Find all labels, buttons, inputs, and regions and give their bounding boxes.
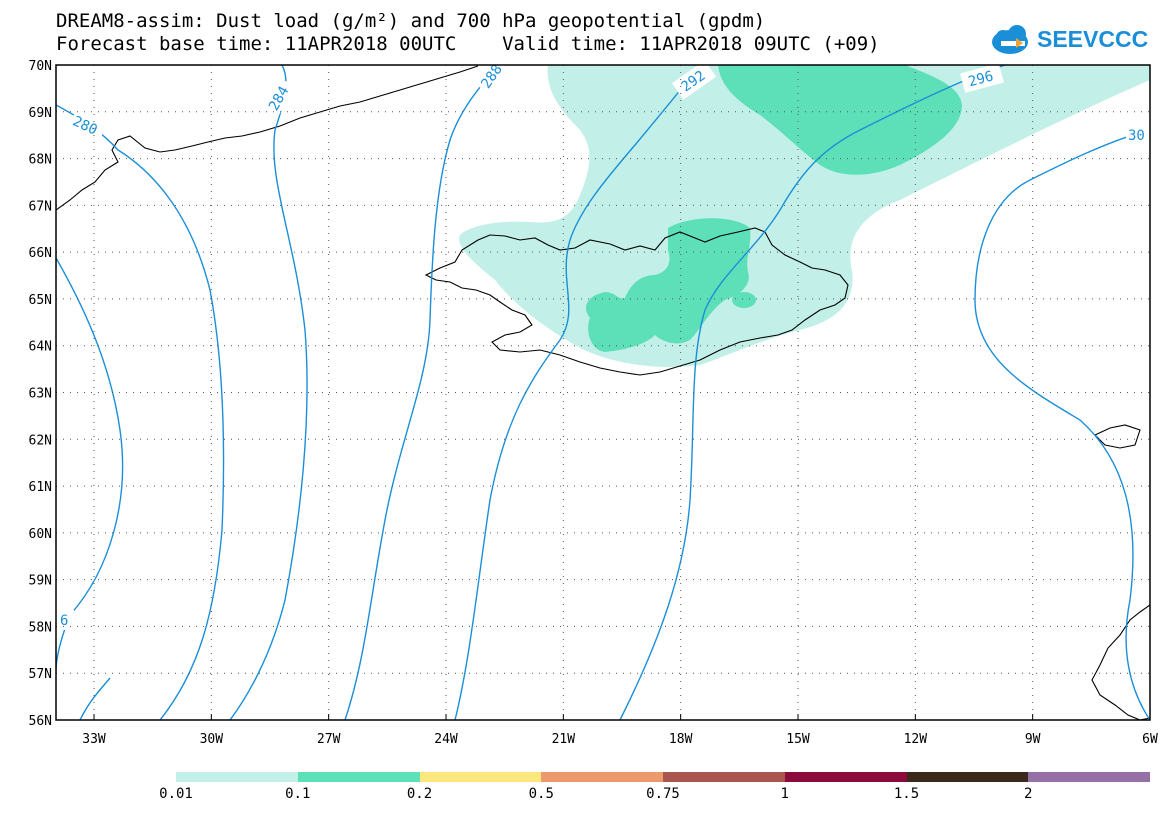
legend-label: 1 xyxy=(780,786,789,802)
contour-label-276: 6 xyxy=(60,613,68,629)
contour-280 xyxy=(56,104,225,720)
legend-swatch xyxy=(297,772,420,782)
cloud-icon xyxy=(992,25,1028,54)
contour-292 xyxy=(454,65,701,720)
contour-288 xyxy=(344,65,501,720)
contour-label-300: 30 xyxy=(1128,128,1145,144)
logo-text: SEEVCCC xyxy=(1037,26,1149,52)
longitude-label: 30W xyxy=(200,732,224,747)
dust-area-medium-north xyxy=(718,65,962,175)
latitude-label: 70N xyxy=(29,59,52,74)
contour-276b xyxy=(79,677,111,720)
latitude-label: 64N xyxy=(29,340,52,355)
graticule xyxy=(56,65,1151,720)
longitude-label: 18W xyxy=(669,732,693,747)
longitude-label: 9W xyxy=(1025,732,1041,747)
latitude-label: 59N xyxy=(29,574,52,589)
latitude-label: 66N xyxy=(29,246,52,261)
legend-label: 0.5 xyxy=(528,786,554,802)
legend-swatch xyxy=(541,772,663,782)
latitude-label: 63N xyxy=(29,387,52,402)
contour-296 xyxy=(619,65,1006,720)
greenland-coastline xyxy=(56,65,479,211)
longitude-labels: 33W 30W 27W 24W 21W 18W 15W 12W 9W 6W xyxy=(82,732,1158,747)
legend-label: 0.2 xyxy=(406,786,433,802)
legend-swatch xyxy=(784,772,907,782)
latitude-label: 69N xyxy=(29,106,52,121)
latitude-label: 65N xyxy=(29,293,52,308)
latitude-label: 61N xyxy=(29,480,52,495)
longitude-label: 33W xyxy=(82,732,106,747)
legend-label: 0.01 xyxy=(159,786,193,802)
chart-title-line1: DREAM8-assim: Dust load (g/m²) and 700 h… xyxy=(56,10,766,32)
dust-map: 280 284 288 292 296 30 6 70N69N68N67N66N… xyxy=(29,59,1158,747)
latitude-label: 68N xyxy=(29,153,52,168)
longitude-label: 27W xyxy=(317,732,341,747)
longitude-label: 12W xyxy=(904,732,928,747)
chart-title-line2: Forecast base time: 11APR2018 00UTC Vali… xyxy=(56,33,880,55)
dust-area-medium-east xyxy=(732,292,756,308)
latitude-label: 58N xyxy=(29,620,52,635)
latitude-label: 57N xyxy=(29,667,52,682)
legend-swatch xyxy=(419,772,542,782)
contour-276 xyxy=(56,257,124,671)
seevccc-logo xyxy=(992,25,1028,54)
dust-area-medium-iceland xyxy=(585,218,751,352)
legend-swatch xyxy=(1028,772,1150,782)
latitude-label: 62N xyxy=(29,433,52,448)
legend-labels: 0.01 0.1 0.2 0.5 0.75 1 1.5 2 xyxy=(0,786,1175,806)
contour-label-296: 296 xyxy=(967,68,996,90)
legend-label: 0.1 xyxy=(285,786,311,802)
scotland-coastline xyxy=(1091,604,1150,720)
latitude-label: 60N xyxy=(29,527,52,542)
contour-300 xyxy=(974,129,1150,720)
longitude-label: 6W xyxy=(1142,732,1158,747)
legend-swatch xyxy=(176,772,298,782)
faroe-coastline xyxy=(1094,424,1141,449)
latitude-label: 56N xyxy=(29,714,52,729)
longitude-label: 15W xyxy=(786,732,810,747)
legend-swatch xyxy=(906,772,1029,782)
legend-label: 0.75 xyxy=(646,786,680,802)
latitude-label: 67N xyxy=(29,199,52,214)
legend-label: 2 xyxy=(1024,786,1033,802)
iceland-coastline xyxy=(424,227,849,376)
color-legend xyxy=(176,772,1150,782)
legend-label: 1.5 xyxy=(893,786,920,802)
latitude-labels: 70N 69N 68N 67N 66N 65N 64N 63N 62N 61N 60N 59N 58N 5… xyxy=(29,59,52,729)
contour-284 xyxy=(229,65,308,720)
map-frame xyxy=(55,64,1151,721)
legend-swatch xyxy=(663,772,785,782)
longitude-label: 24W xyxy=(434,732,458,747)
longitude-label: 21W xyxy=(552,732,576,747)
